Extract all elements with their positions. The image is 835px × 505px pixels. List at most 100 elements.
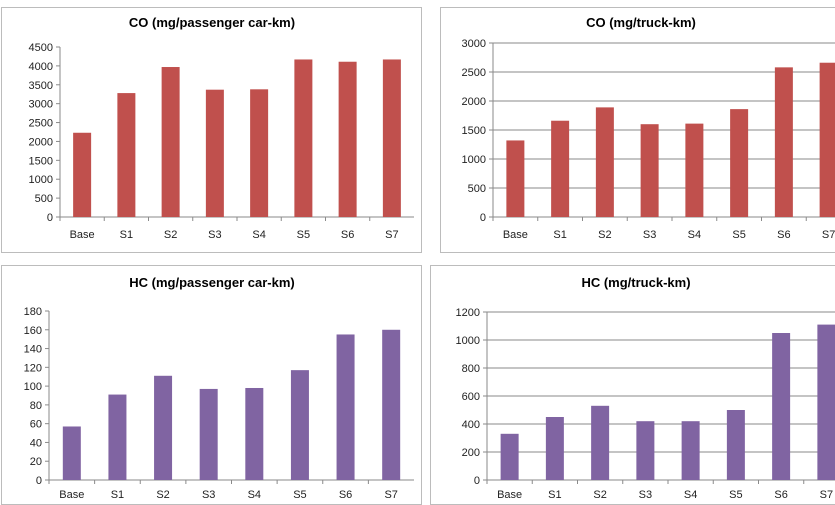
y-tick-label: 2500 <box>29 118 53 130</box>
chart-hc-passenger-car: HC (mg/passenger car-km) 0 20 40 60 80 100 120 1… <box>1 265 422 505</box>
bar-s1 <box>551 120 570 217</box>
x-tick-label: S7 <box>822 229 835 241</box>
chart-svg: CO (mg/truck-km) 0 500 1000 1500 2000 2500 3000… <box>462 15 835 241</box>
bar-s6 <box>774 67 793 217</box>
bar-s2 <box>161 67 180 217</box>
y-tick-label: 1000 <box>29 174 53 186</box>
bar-s3 <box>199 388 218 480</box>
bar-s6 <box>772 333 791 480</box>
chart-co-passenger-car: CO (mg/passenger car-km) 0 500 1000 1500 2000… <box>1 7 422 253</box>
bar-base <box>506 140 525 217</box>
y-tick-label: 4500 <box>29 42 53 54</box>
chart-title: CO (mg/passenger car-km) <box>129 15 295 30</box>
y-tick-label: 1500 <box>462 125 486 137</box>
y-tick-label: 80 <box>30 400 42 412</box>
chart-svg: HC (mg/passenger car-km) 0 20 40 60 80 100 120 1… <box>24 275 414 501</box>
bar-s2 <box>154 375 173 480</box>
bar-s1 <box>108 394 127 480</box>
y-tick-label: 0 <box>47 212 53 224</box>
x-tick-label: S4 <box>688 229 701 241</box>
x-tick-label: S2 <box>598 229 611 241</box>
bar-s3 <box>205 89 224 217</box>
bar-s4 <box>681 421 700 480</box>
x-tick-label: S5 <box>732 229 745 241</box>
bar-s6 <box>338 61 357 217</box>
y-tick-label: 1000 <box>462 154 486 166</box>
y-tick-label: 3000 <box>462 38 486 50</box>
bar-s4 <box>250 89 269 217</box>
x-tick-label: Base <box>503 229 528 241</box>
x-tick-label: Base <box>59 489 84 501</box>
x-tick-label: S6 <box>774 489 787 501</box>
y-tick-label: 40 <box>30 437 42 449</box>
y-tick-label: 400 <box>462 419 480 431</box>
bar-s4 <box>245 387 264 480</box>
x-tick-label: S5 <box>293 489 306 501</box>
x-tick-label: S6 <box>339 489 352 501</box>
chart-title: HC (mg/passenger car-km) <box>129 275 294 290</box>
y-tick-label: 4000 <box>29 61 53 73</box>
x-tick-label: S3 <box>208 229 221 241</box>
bar-base <box>500 433 519 480</box>
bar-s2 <box>591 405 610 480</box>
bar-s5 <box>294 59 313 217</box>
x-tick-label: Base <box>497 489 522 501</box>
y-tick-label: 1500 <box>29 155 53 167</box>
x-tick-label: S1 <box>553 229 566 241</box>
y-tick-label: 180 <box>24 306 42 318</box>
y-tick-label: 2000 <box>462 96 486 108</box>
y-tick-label: 3500 <box>29 80 53 92</box>
x-tick-label: S2 <box>164 229 177 241</box>
y-tick-label: 2500 <box>462 67 486 79</box>
y-tick-label: 0 <box>480 212 486 224</box>
y-tick-label: 500 <box>35 193 53 205</box>
x-tick-label: S5 <box>297 229 310 241</box>
bar-s4 <box>685 123 704 217</box>
chart-hc-truck: HC (mg/truck-km) 0 200 400 600 800 1000 1200 Bas… <box>430 265 835 505</box>
bar-s7 <box>817 324 835 480</box>
y-tick-label: 20 <box>30 456 42 468</box>
x-tick-label: S7 <box>385 229 398 241</box>
y-tick-label: 0 <box>36 475 42 487</box>
x-tick-label: S1 <box>120 229 133 241</box>
y-tick-label: 1200 <box>456 307 480 319</box>
bar-s5 <box>730 109 749 217</box>
y-tick-label: 160 <box>24 325 42 337</box>
x-tick-label: S4 <box>684 489 697 501</box>
y-tick-label: 60 <box>30 419 42 431</box>
chart-title: HC (mg/truck-km) <box>581 275 690 290</box>
chart-co-truck: CO (mg/truck-km) 0 500 1000 1500 2000 2500 3000… <box>440 7 835 253</box>
x-tick-label: S3 <box>202 489 215 501</box>
x-tick-label: S3 <box>643 229 656 241</box>
bar-s7 <box>382 59 401 217</box>
bar-s1 <box>117 93 136 217</box>
x-tick-label: S3 <box>639 489 652 501</box>
chart-svg: HC (mg/truck-km) 0 200 400 600 800 1000 1200 Bas… <box>456 275 835 501</box>
bar-s1 <box>545 417 564 480</box>
x-tick-label: S4 <box>248 489 261 501</box>
x-tick-label: S1 <box>111 489 124 501</box>
y-tick-label: 600 <box>462 391 480 403</box>
x-tick-label: S5 <box>729 489 742 501</box>
chart-title: CO (mg/truck-km) <box>586 15 696 30</box>
x-tick-label: S6 <box>341 229 354 241</box>
bar-s7 <box>382 329 401 480</box>
y-tick-label: 140 <box>24 344 42 356</box>
bar-s5 <box>726 410 745 480</box>
y-tick-label: 800 <box>462 363 480 375</box>
bar-s3 <box>640 124 659 217</box>
bar-base <box>73 132 92 217</box>
x-tick-label: S6 <box>777 229 790 241</box>
bar-base <box>62 426 81 480</box>
y-tick-label: 100 <box>24 381 42 393</box>
x-tick-label: Base <box>70 229 95 241</box>
y-tick-label: 2000 <box>29 136 53 148</box>
y-tick-label: 3000 <box>29 99 53 111</box>
y-tick-label: 120 <box>24 362 42 374</box>
chart-svg: CO (mg/passenger car-km) 0 500 1000 1500 2000… <box>29 15 414 241</box>
bar-s6 <box>336 334 355 480</box>
bar-s3 <box>636 421 655 480</box>
y-tick-label: 1000 <box>456 335 480 347</box>
bar-s2 <box>595 107 614 217</box>
y-tick-label: 500 <box>468 183 486 195</box>
